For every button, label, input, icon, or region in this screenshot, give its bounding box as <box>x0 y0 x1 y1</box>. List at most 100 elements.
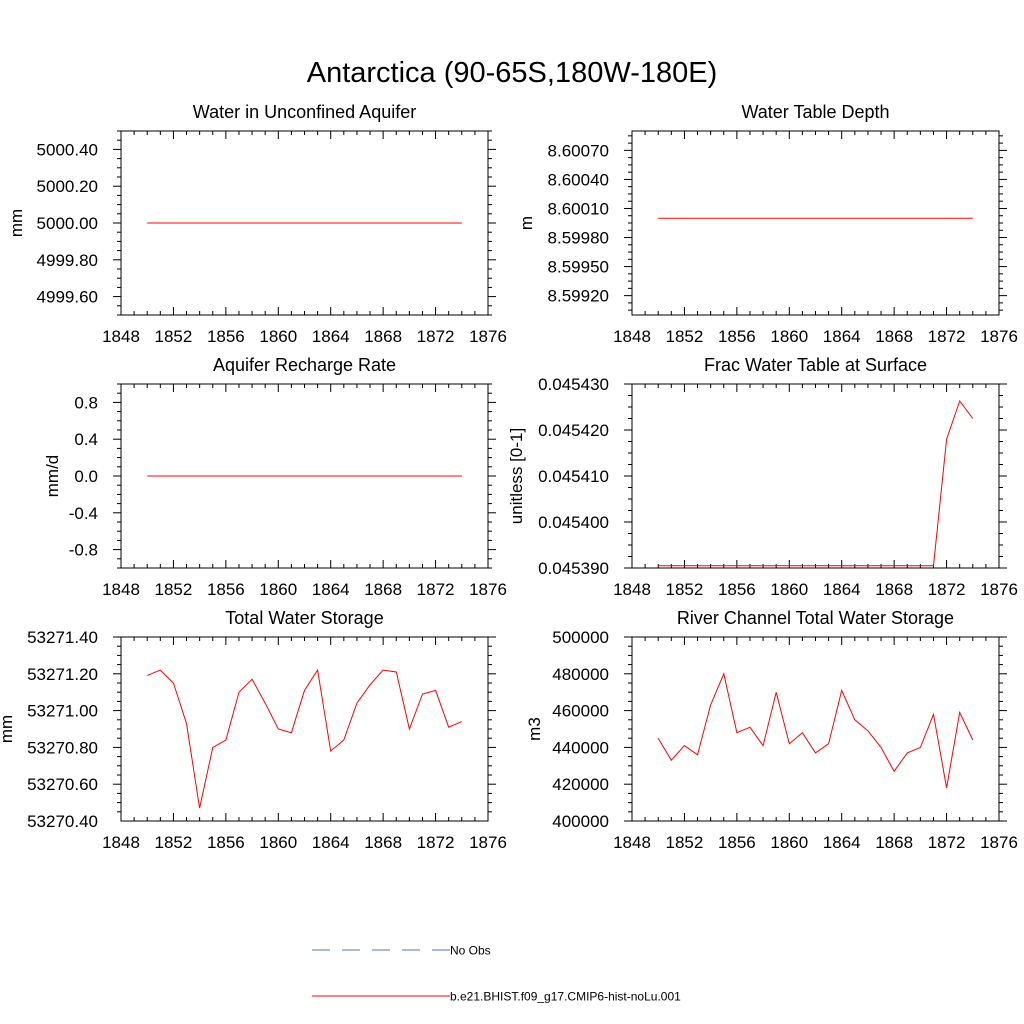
x-tick-label: 1852 <box>155 833 193 852</box>
x-tick-label: 1860 <box>770 327 808 346</box>
y-tick-label: 0.045390 <box>538 559 609 578</box>
series-line <box>147 668 462 809</box>
panel-aquifer-recharge-rate: Aquifer Recharge Rate mm/d 1848 1852 1856 186… <box>43 355 507 599</box>
y-tick-label: 500000 <box>552 628 609 647</box>
x-tick-label: 1860 <box>770 580 808 599</box>
y-tick-label: 440000 <box>552 738 609 757</box>
x-tick-label: 1876 <box>469 833 507 852</box>
x-tick-label: 1876 <box>469 580 507 599</box>
y-tick-label: 8.60040 <box>548 170 609 189</box>
plot-frame <box>631 636 1000 822</box>
x-tick-label: 1868 <box>875 327 913 346</box>
y-tick-label: 53271.40 <box>27 628 98 647</box>
y-tick-label: 53270.60 <box>27 775 98 794</box>
x-tick-label: 1872 <box>928 327 966 346</box>
x-tick-label: 1864 <box>312 833 350 852</box>
x-tick-label: 1868 <box>364 327 402 346</box>
y-tick-label: 53271.00 <box>27 702 98 721</box>
x-tick-label: 1856 <box>207 580 245 599</box>
y-axis-label: m3 <box>525 717 544 741</box>
y-tick-label: 8.59950 <box>548 258 609 277</box>
y-axis-label: mm <box>7 209 26 237</box>
y-tick-label: 5000.00 <box>37 214 98 233</box>
panel-title: Aquifer Recharge Rate <box>213 355 396 375</box>
y-tick-label: 400000 <box>552 812 609 831</box>
x-tick-label: 1848 <box>102 580 140 599</box>
legend-label-no-obs: No Obs <box>450 944 491 958</box>
x-tick-label: 1856 <box>718 833 756 852</box>
x-tick-label: 1876 <box>980 833 1018 852</box>
y-tick-label: 8.59920 <box>548 287 609 306</box>
y-tick-label: 8.60070 <box>548 141 609 160</box>
y-axis-label: unitless [0-1] <box>507 428 526 524</box>
legend: No Obs b.e21.BHIST.f09_g17.CMIP6-hist-no… <box>312 944 681 1004</box>
y-tick-label: 53271.20 <box>27 665 98 684</box>
y-tick-label: 0.4 <box>74 430 98 449</box>
y-tick-label: 0.045420 <box>538 421 609 440</box>
x-tick-label: 1852 <box>666 833 704 852</box>
panel-title: Total Water Storage <box>225 608 383 628</box>
plot-frame <box>631 130 1000 316</box>
x-tick-label: 1852 <box>666 580 704 599</box>
x-tick-label: 1856 <box>207 327 245 346</box>
panel-water-in-unconfined-aquifer: Water in Unconfined Aquifer mm 1848 1852 185… <box>7 102 507 346</box>
series-line <box>658 399 974 567</box>
plot-frame <box>631 383 1000 569</box>
y-tick-label: 0.045430 <box>538 375 609 394</box>
x-tick-label: 1856 <box>207 833 245 852</box>
panel-title: Water Table Depth <box>741 102 889 122</box>
y-tick-label: 480000 <box>552 665 609 684</box>
y-tick-label: 0.045410 <box>538 467 609 486</box>
x-tick-label: 1876 <box>469 327 507 346</box>
legend-item-no-obs: No Obs <box>312 944 491 958</box>
legend-item-model: b.e21.BHIST.f09_g17.CMIP6-hist-noLu.001 <box>312 990 681 1004</box>
series-line <box>657 672 974 788</box>
x-tick-label: 1876 <box>980 327 1018 346</box>
x-tick-label: 1864 <box>312 580 350 599</box>
plot-frame <box>120 636 489 822</box>
y-tick-label: 0.0 <box>74 467 98 486</box>
x-tick-label: 1848 <box>102 327 140 346</box>
y-tick-label: 8.59980 <box>548 229 609 248</box>
x-tick-label: 1860 <box>259 580 297 599</box>
y-axis-label: mm <box>0 715 16 743</box>
panel-river-channel-total-water-storage: River Channel Total Water Storage m3 1848 1… <box>525 608 1018 852</box>
y-tick-label: 4999.60 <box>37 288 98 307</box>
x-tick-label: 1848 <box>613 327 651 346</box>
y-tick-label: 0.045400 <box>538 513 609 532</box>
charts: Water in Unconfined Aquifer mm 1848 1852 185… <box>0 102 1018 852</box>
x-tick-label: 1848 <box>102 833 140 852</box>
x-tick-label: 1864 <box>312 327 350 346</box>
y-tick-label: 53270.80 <box>27 738 98 757</box>
x-tick-label: 1856 <box>718 580 756 599</box>
y-tick-label: 5000.40 <box>37 140 98 159</box>
panel-title: River Channel Total Water Storage <box>677 608 954 628</box>
x-tick-label: 1872 <box>417 327 455 346</box>
panel-frac-water-table-at-surface: Frac Water Table at Surface unitless [0-1… <box>507 355 1018 599</box>
x-tick-label: 1872 <box>928 833 966 852</box>
y-tick-label: 53270.40 <box>27 812 98 831</box>
y-tick-label: 0.8 <box>74 393 98 412</box>
x-tick-label: 1868 <box>875 580 913 599</box>
x-tick-label: 1872 <box>417 833 455 852</box>
x-tick-label: 1864 <box>823 833 861 852</box>
x-tick-label: 1848 <box>613 580 651 599</box>
x-tick-label: 1852 <box>155 327 193 346</box>
y-axis-label: m <box>517 216 536 230</box>
x-tick-label: 1860 <box>770 833 808 852</box>
x-tick-label: 1860 <box>259 327 297 346</box>
y-tick-label: -0.4 <box>69 504 98 523</box>
x-tick-label: 1856 <box>718 327 756 346</box>
legend-label-model: b.e21.BHIST.f09_g17.CMIP6-hist-noLu.001 <box>450 990 681 1004</box>
x-tick-label: 1852 <box>666 327 704 346</box>
panel-title: Water in Unconfined Aquifer <box>193 102 416 122</box>
y-tick-label: 460000 <box>552 702 609 721</box>
x-tick-label: 1872 <box>417 580 455 599</box>
y-tick-label: 420000 <box>552 775 609 794</box>
panel-water-table-depth: Water Table Depth m 1848 1852 1856 1860 1864 18… <box>517 102 1018 346</box>
x-tick-label: 1868 <box>364 580 402 599</box>
x-tick-label: 1868 <box>875 833 913 852</box>
x-tick-label: 1864 <box>823 580 861 599</box>
y-tick-label: -0.8 <box>69 541 98 560</box>
